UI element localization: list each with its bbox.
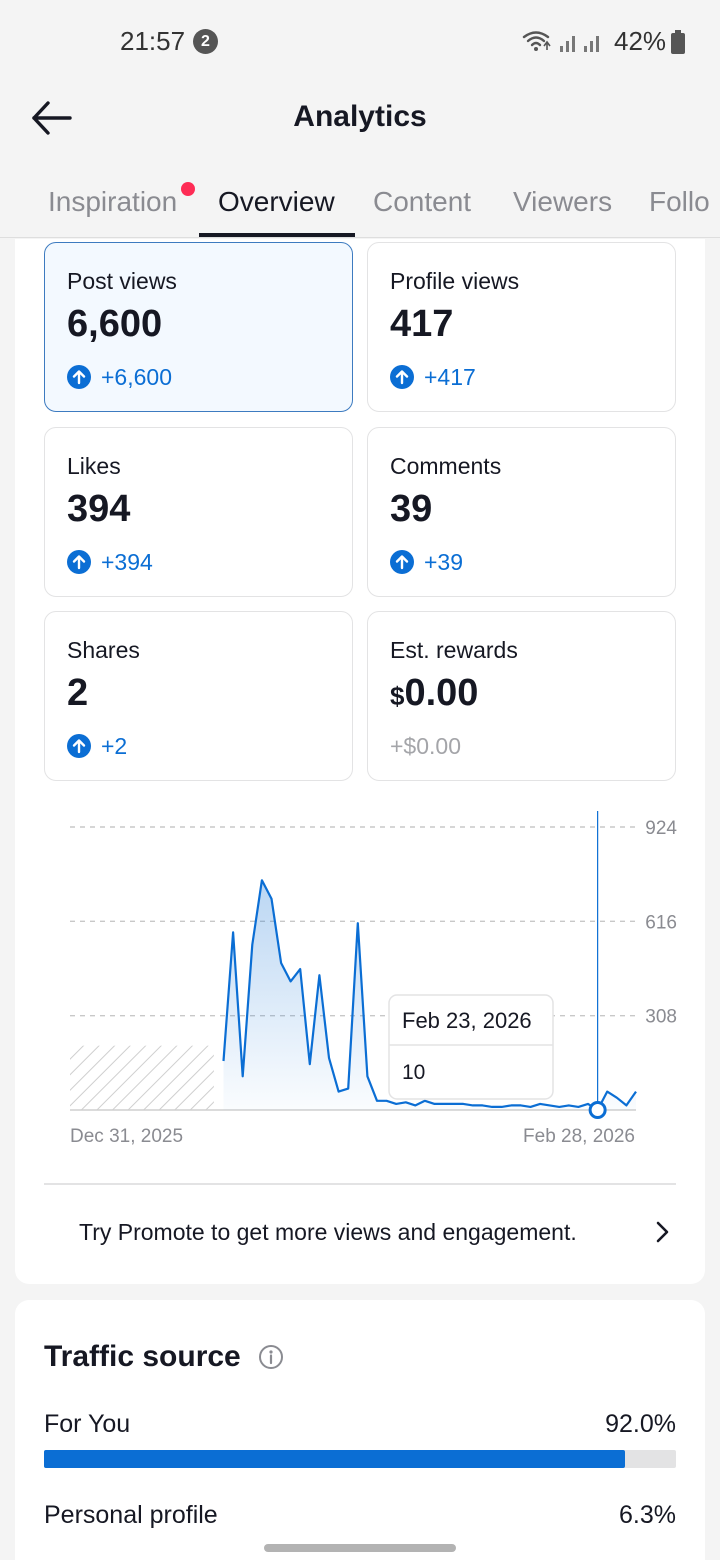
metric-profile-views[interactable]: Profile views 417 +417 <box>367 242 676 412</box>
tab-followers[interactable]: Follo <box>649 186 710 217</box>
metric-label: Post views <box>67 268 177 294</box>
metric-label: Comments <box>390 453 502 479</box>
source-label-for-you: For You <box>44 1410 131 1438</box>
series-line <box>222 879 637 1112</box>
metric-value: 6,600 <box>67 303 163 345</box>
series-area <box>223 880 637 1110</box>
metric-shares[interactable]: Shares 2 +2 <box>44 611 353 781</box>
metric-change-value: +417 <box>424 363 476 390</box>
section-divider <box>44 1183 676 1185</box>
y-tick-label: 616 <box>645 912 677 933</box>
tab-viewers[interactable]: Viewers <box>513 186 613 217</box>
tooltip-box <box>388 994 554 1100</box>
metric-label: Est. rewards <box>390 637 518 663</box>
metric-change-value: +6,600 <box>101 363 172 390</box>
tooltip-date: Feb 23, 2026 <box>402 1008 532 1033</box>
home-indicator <box>264 1544 456 1552</box>
metric-change-value: +394 <box>101 548 153 575</box>
metric-value-amount: 0.00 <box>404 672 479 714</box>
tooltip-value: 10 <box>402 1061 425 1084</box>
new-indicator-dot <box>181 182 195 196</box>
arrow-left-icon <box>32 101 72 135</box>
x-end-label: Feb 28, 2026 <box>523 1126 635 1147</box>
signal-icons <box>522 31 599 52</box>
source-label-personal-profile: Personal profile <box>44 1501 218 1529</box>
back-button[interactable] <box>28 96 76 140</box>
metric-change: +2 <box>67 732 127 760</box>
metric-post-views[interactable]: Post views 6,600 +6,600 <box>44 242 353 412</box>
currency-symbol: $ <box>390 681 405 711</box>
y-tick-label: 308 <box>645 1007 677 1028</box>
source-bar-track <box>44 1450 676 1468</box>
metric-value: 394 <box>67 488 131 530</box>
tab-content[interactable]: Content <box>373 186 472 217</box>
tab-bar: Inspiration Overview Content Viewers Fol… <box>0 160 720 238</box>
arrow-up-circle-icon <box>67 734 91 758</box>
chevron-right-icon[interactable] <box>653 1219 673 1245</box>
overview-card: Post views 6,600 +6,600 Profile views 41… <box>15 239 705 1284</box>
metric-est-rewards[interactable]: Est. rewards $0.00 +$0.00 <box>367 611 676 781</box>
metric-change-value: +39 <box>424 548 464 575</box>
metric-value: 39 <box>390 488 433 530</box>
arrow-up-circle-icon <box>67 365 91 389</box>
metric-comments[interactable]: Comments 39 +39 <box>367 427 676 597</box>
metric-label: Likes <box>67 453 121 479</box>
source-pct-personal-profile: 6.3% <box>619 1501 676 1529</box>
source-bar-fill <box>44 1450 626 1468</box>
app-header: Analytics <box>0 80 720 158</box>
metric-label: Profile views <box>390 268 520 294</box>
post-views-chart[interactable]: 924 616 308 Feb 23, 2026 10 Dec 31, 2025 Feb 2… <box>55 809 685 1149</box>
arrow-up-circle-icon <box>390 365 414 389</box>
page-title: Analytics <box>293 100 427 133</box>
tab-inspiration[interactable]: Inspiration <box>48 186 178 217</box>
arrow-up-circle-icon <box>67 550 91 574</box>
traffic-source-title: Traffic source <box>44 1340 241 1373</box>
metric-value: 2 <box>67 672 89 714</box>
metric-label: Shares <box>67 637 140 663</box>
metric-change-value: +2 <box>101 732 128 759</box>
metric-change: +417 <box>390 363 476 391</box>
metric-change: +6,600 <box>67 363 172 391</box>
no-data-region <box>70 1045 214 1110</box>
tab-overview[interactable]: Overview <box>218 186 335 217</box>
status-bar: 21:57 2 42% <box>0 0 720 80</box>
metric-value: 417 <box>390 303 454 345</box>
notification-count-badge: 2 <box>193 29 218 54</box>
y-tick-label: 924 <box>645 818 677 839</box>
source-pct-for-you: 92.0% <box>605 1410 676 1438</box>
metric-change: +394 <box>67 548 153 576</box>
wifi-icon <box>522 31 550 47</box>
cell-signal-icon <box>560 36 599 52</box>
status-time: 21:57 <box>120 26 186 56</box>
active-tab-underline <box>199 233 355 237</box>
battery-percentage: 42% <box>614 26 667 56</box>
cursor-point <box>588 1101 607 1119</box>
battery-icon <box>671 30 685 54</box>
metric-change: +$0.00 <box>390 732 461 760</box>
metric-likes[interactable]: Likes 394 +394 <box>44 427 353 597</box>
metric-change-value: +$0.00 <box>390 732 461 759</box>
traffic-source-card: Traffic source For You 92.0% Personal pr… <box>15 1300 705 1560</box>
info-icon[interactable] <box>258 1344 284 1370</box>
arrow-up-circle-icon <box>390 550 414 574</box>
metric-change: +39 <box>390 548 463 576</box>
x-start-label: Dec 31, 2025 <box>70 1126 183 1147</box>
promote-link-text[interactable]: Try Promote to get more views and engage… <box>79 1219 577 1245</box>
metric-value: $0.00 <box>390 672 478 715</box>
